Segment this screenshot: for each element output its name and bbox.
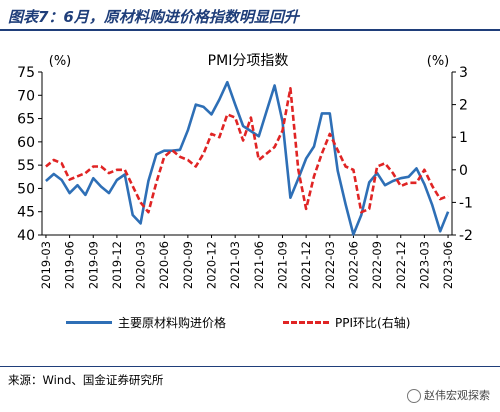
right-y-tick-label: -2	[459, 228, 473, 244]
x-tick-label: 2019-09	[86, 241, 100, 289]
legend-label-ppi: PPI环比(右轴)	[335, 316, 411, 330]
title-underline	[0, 29, 500, 31]
left-y-tick-label: 75	[17, 65, 35, 81]
legend-label-raw-material: 主要原材料购进价格	[118, 316, 227, 330]
legend-swatch-ppi	[283, 321, 329, 324]
legend-item-raw-material: 主要原材料购进价格	[66, 314, 226, 330]
axes: 40 45 50 55 60 65 70 75 -2 -1 0 1 2 3 2019-03 2019-06 20…	[17, 65, 473, 289]
legend-item-ppi: PPI环比(右轴)	[283, 314, 410, 330]
left-y-tick-label: 60	[17, 135, 35, 151]
source-note: 来源：Wind、国金证券研究所	[8, 373, 164, 387]
x-tick-label: 2022-03	[323, 241, 337, 289]
right-y-tick-label: -1	[459, 195, 473, 211]
x-tick-label: 2022-12	[394, 241, 408, 289]
series-line-raw-material	[45, 80, 450, 236]
legend-swatch-raw-material	[66, 321, 112, 324]
series-layer	[45, 80, 450, 236]
x-tick-label: 2019-12	[110, 241, 124, 289]
left-axis-unit: (%)	[49, 54, 72, 69]
x-tick-label: 2019-03	[39, 241, 53, 289]
right-y-tick-label: 1	[459, 130, 468, 146]
x-tick-label: 2021-09	[275, 241, 289, 289]
left-y-tick-label: 55	[17, 158, 35, 174]
left-y-tick-label: 40	[17, 228, 35, 244]
wechat-icon	[407, 389, 421, 403]
left-y-tick-label: 45	[17, 205, 35, 221]
x-tick-label: 2021-12	[299, 241, 313, 289]
figure-title: 图表7：6月，原材料购进价格指数明显回升	[8, 8, 299, 26]
x-tick-label: 2021-03	[228, 241, 242, 289]
right-axis-unit: (%)	[427, 54, 450, 69]
right-y-tick-label: 2	[459, 98, 468, 114]
x-tick-label: 2023-03	[417, 241, 431, 289]
x-tick-label: 2022-09	[370, 241, 384, 289]
x-tick-label: 2020-12	[205, 241, 219, 289]
x-tick-label: 2023-06	[441, 241, 455, 289]
left-y-tick-label: 65	[17, 112, 35, 128]
x-tick-label: 2019-06	[63, 241, 77, 289]
watermark-text: 赵伟宏观探索	[424, 389, 490, 402]
source-divider	[0, 366, 500, 367]
pmi-chart: PMI分项指数 (%) (%) 40 45 50 55 60 65 70 75 -2 -1 0 1 2 3…	[17, 53, 473, 289]
left-y-tick-label: 70	[17, 88, 35, 104]
right-y-tick-label: 3	[459, 65, 468, 81]
series-line-ppi	[45, 86, 449, 214]
right-y-tick-label: 0	[459, 163, 468, 179]
left-y-tick-label: 50	[17, 181, 35, 197]
x-tick-label: 2021-06	[252, 241, 266, 289]
chart-title: PMI分项指数	[208, 53, 289, 69]
watermark: 赵伟宏观探索	[407, 387, 490, 403]
x-tick-label: 2020-03	[134, 241, 148, 289]
x-tick-label: 2020-09	[181, 241, 195, 289]
x-tick-label: 2022-06	[346, 241, 360, 289]
x-tick-label: 2020-06	[157, 241, 171, 289]
